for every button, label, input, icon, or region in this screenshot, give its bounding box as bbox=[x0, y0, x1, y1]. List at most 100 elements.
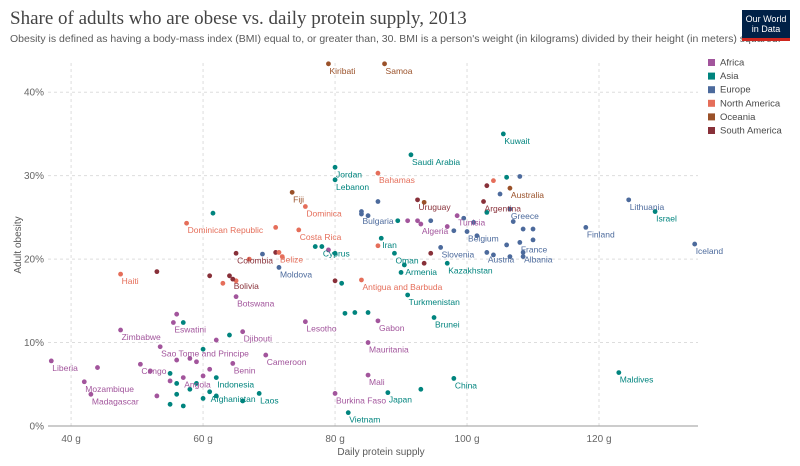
data-point-sao-tome-and-principe[interactable] bbox=[157, 344, 163, 350]
data-point-france[interactable] bbox=[517, 240, 523, 245]
data-point[interactable] bbox=[167, 371, 173, 376]
data-point-djibouti[interactable] bbox=[240, 329, 246, 335]
data-point-vietnam[interactable] bbox=[345, 410, 351, 416]
data-point[interactable] bbox=[194, 359, 199, 365]
data-point-maldives[interactable] bbox=[616, 370, 622, 375]
data-point-cameroon[interactable] bbox=[263, 352, 269, 358]
data-point-iceland[interactable] bbox=[692, 241, 698, 247]
data-point[interactable] bbox=[421, 260, 427, 266]
legend-item-oceania[interactable]: Oceania bbox=[708, 112, 756, 123]
data-point-slovenia[interactable] bbox=[438, 245, 444, 250]
data-point-dominican-republic[interactable] bbox=[184, 220, 189, 226]
data-point-finland[interactable] bbox=[583, 224, 589, 230]
data-point-antigua-and-barbuda[interactable] bbox=[359, 277, 364, 283]
data-point-armenia[interactable] bbox=[401, 262, 407, 268]
data-point[interactable] bbox=[504, 174, 510, 180]
data-point-tunisia[interactable] bbox=[454, 213, 460, 219]
data-point-oman[interactable] bbox=[392, 250, 397, 256]
data-point[interactable] bbox=[273, 224, 279, 230]
data-point-albania[interactable] bbox=[520, 250, 526, 255]
data-point[interactable] bbox=[415, 218, 420, 224]
data-point[interactable] bbox=[365, 213, 371, 219]
data-point-botswana[interactable] bbox=[233, 294, 239, 300]
data-point[interactable] bbox=[418, 386, 424, 392]
data-point-greece[interactable] bbox=[507, 206, 513, 212]
data-point-mozambique[interactable] bbox=[81, 379, 87, 385]
data-point[interactable] bbox=[246, 256, 252, 262]
data-point-turkmenistan[interactable] bbox=[405, 292, 411, 298]
data-point[interactable] bbox=[530, 237, 536, 243]
data-point[interactable] bbox=[375, 243, 381, 249]
data-point-mali[interactable] bbox=[365, 372, 371, 378]
data-point[interactable] bbox=[187, 386, 193, 392]
data-point-zimbabwe[interactable] bbox=[118, 327, 123, 333]
data-point[interactable] bbox=[332, 278, 338, 284]
data-point[interactable] bbox=[484, 209, 490, 215]
legend-item-north-america[interactable]: North America bbox=[708, 98, 781, 109]
data-point-kazakhstan[interactable] bbox=[444, 260, 450, 266]
data-point[interactable] bbox=[187, 356, 193, 361]
data-point[interactable] bbox=[474, 233, 480, 239]
data-point-laos[interactable] bbox=[256, 391, 262, 396]
data-point-dominica[interactable] bbox=[302, 204, 308, 209]
data-point-afghanistan[interactable] bbox=[207, 389, 213, 395]
data-point[interactable] bbox=[398, 270, 404, 275]
data-point-moldova[interactable] bbox=[276, 265, 282, 270]
data-point[interactable] bbox=[180, 403, 186, 409]
legend-item-africa[interactable]: Africa bbox=[708, 58, 745, 69]
data-point[interactable] bbox=[507, 254, 513, 259]
data-point[interactable] bbox=[147, 368, 153, 374]
data-point-kuwait[interactable] bbox=[500, 131, 506, 137]
data-point[interactable] bbox=[484, 183, 490, 189]
data-point[interactable] bbox=[339, 280, 345, 286]
data-point[interactable] bbox=[428, 250, 434, 256]
data-point-argentina[interactable] bbox=[481, 199, 486, 204]
data-point[interactable] bbox=[180, 320, 186, 325]
data-point[interactable] bbox=[451, 228, 457, 234]
data-point[interactable] bbox=[174, 381, 180, 386]
data-point-congo[interactable] bbox=[137, 361, 143, 367]
data-point-belize[interactable] bbox=[276, 250, 282, 255]
data-point[interactable] bbox=[174, 311, 180, 317]
data-point[interactable] bbox=[491, 252, 496, 258]
data-point[interactable] bbox=[200, 373, 206, 379]
data-point-eswatini[interactable] bbox=[170, 320, 176, 325]
legend-item-south-america[interactable]: South America bbox=[708, 126, 782, 137]
data-point-brunei[interactable] bbox=[431, 315, 437, 320]
data-point[interactable] bbox=[154, 393, 160, 399]
data-point-kiribati[interactable] bbox=[326, 61, 331, 67]
data-point[interactable] bbox=[207, 366, 213, 372]
data-point-belgium[interactable] bbox=[464, 229, 470, 234]
data-point[interactable] bbox=[167, 401, 173, 407]
data-point[interactable] bbox=[174, 391, 180, 397]
data-point[interactable] bbox=[504, 242, 510, 248]
data-point[interactable] bbox=[273, 250, 279, 255]
data-point-bulgaria[interactable] bbox=[359, 211, 364, 217]
data-point[interactable] bbox=[421, 199, 427, 205]
data-point[interactable] bbox=[200, 346, 206, 352]
data-point[interactable] bbox=[210, 210, 216, 216]
data-point[interactable] bbox=[530, 226, 536, 232]
data-point[interactable] bbox=[174, 357, 180, 363]
data-point[interactable] bbox=[520, 226, 526, 232]
legend-item-europe[interactable]: Europe bbox=[708, 85, 751, 96]
data-point[interactable] bbox=[510, 219, 516, 224]
data-point[interactable] bbox=[520, 254, 526, 259]
data-point-bahamas[interactable] bbox=[375, 170, 381, 176]
data-point-haiti[interactable] bbox=[118, 271, 123, 277]
data-point-indonesia[interactable] bbox=[213, 375, 219, 380]
data-point-costa-rica[interactable] bbox=[296, 227, 302, 233]
data-point-benin[interactable] bbox=[230, 361, 236, 366]
data-point-iran[interactable] bbox=[378, 235, 384, 241]
data-point-saudi-arabia[interactable] bbox=[408, 152, 414, 158]
owid-logo[interactable]: Our World in Data bbox=[742, 10, 790, 41]
data-point[interactable] bbox=[227, 273, 232, 279]
data-point-madagascar[interactable] bbox=[88, 391, 94, 397]
data-point[interactable] bbox=[154, 269, 160, 275]
data-point-algeria[interactable] bbox=[418, 221, 424, 227]
data-point-liberia[interactable] bbox=[48, 358, 54, 364]
data-point-lithuania[interactable] bbox=[626, 197, 632, 203]
data-point-mauritania[interactable] bbox=[365, 340, 371, 345]
data-point-burkina-faso[interactable] bbox=[332, 391, 338, 396]
data-point-jordan[interactable] bbox=[332, 164, 338, 170]
